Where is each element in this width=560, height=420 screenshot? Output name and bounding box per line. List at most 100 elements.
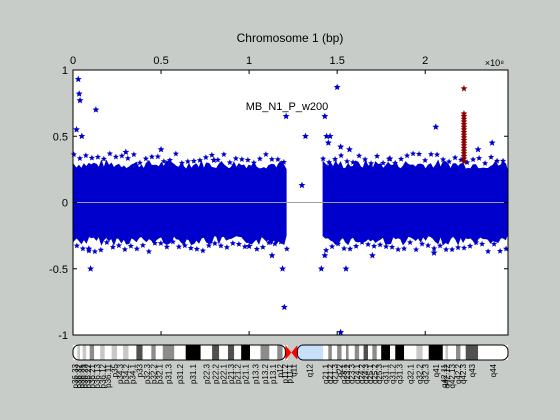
x-tick-label: 1.5 <box>330 55 345 67</box>
data-point <box>437 242 444 249</box>
ideogram-band <box>185 345 201 360</box>
ideogram-band-label: p21.1 <box>242 363 251 384</box>
data-point <box>106 150 113 157</box>
ideogram-band-label: q25.3 <box>375 363 384 384</box>
data-point <box>133 245 140 252</box>
ideogram-band-label: q31.1 <box>382 363 391 384</box>
data-point <box>214 156 221 163</box>
ideogram-band-label: p11.2 <box>281 363 290 383</box>
data-point <box>356 152 363 159</box>
data-point <box>371 242 378 249</box>
data-point <box>205 242 212 249</box>
data-point <box>341 245 348 252</box>
data-point <box>365 241 372 248</box>
ideogram-band-label: q42.11 <box>440 363 449 387</box>
data-point <box>268 156 275 162</box>
data-point <box>383 243 390 250</box>
data-point <box>247 238 254 245</box>
data-point <box>434 151 441 158</box>
ideogram-band-label: p34.1 <box>128 363 137 384</box>
data-point <box>488 153 495 160</box>
ideogram-band-label: q21.3 <box>331 363 340 384</box>
data-point <box>245 242 253 250</box>
x-tick-label: 1 <box>246 55 252 67</box>
ideogram-band-label: q44 <box>489 363 498 377</box>
data-point <box>347 245 354 252</box>
data-point <box>476 154 483 161</box>
data-point <box>94 153 101 160</box>
data-point <box>157 145 165 153</box>
ideogram-band <box>337 345 342 360</box>
ideogram-band <box>151 345 156 360</box>
data-point <box>326 159 333 165</box>
ideogram-band <box>416 345 423 360</box>
ideogram-p-arm-outline <box>72 344 286 361</box>
ideogram-band <box>117 345 124 360</box>
data-point <box>460 84 468 92</box>
data-point <box>87 265 95 272</box>
ideogram-band <box>123 345 129 360</box>
data-point <box>377 241 384 248</box>
ideogram-band <box>212 345 220 360</box>
data-point <box>262 151 269 157</box>
ideogram-band-label: p36.23 <box>80 363 89 388</box>
ideogram-band-label: p13.2 <box>261 363 270 384</box>
data-point <box>148 153 155 160</box>
ideogram-band <box>460 345 466 360</box>
data-point <box>485 248 492 254</box>
ideogram-band <box>89 345 95 360</box>
ideogram-band <box>234 345 242 360</box>
data-point <box>470 156 477 163</box>
ideogram-band-label: q24.3 <box>362 363 371 384</box>
data-point <box>265 239 272 246</box>
ideogram-band-label: p32.2 <box>150 363 159 384</box>
data-point <box>274 156 281 163</box>
data-point <box>100 155 107 162</box>
ideogram-band <box>478 345 508 360</box>
ideogram-band <box>100 345 105 360</box>
ideogram-band-label: q22 <box>335 363 344 377</box>
data-point <box>389 243 396 250</box>
ideogram-band <box>404 345 417 360</box>
data-point <box>210 156 218 164</box>
ideogram-band-label: q42.13 <box>448 363 457 388</box>
ideogram-band <box>269 345 278 360</box>
data-point <box>253 245 260 252</box>
data-point <box>452 154 459 161</box>
data-point <box>187 245 194 251</box>
ideogram-band <box>390 345 396 360</box>
ideogram-band <box>219 345 228 360</box>
data-point <box>259 243 266 250</box>
ideogram-band <box>381 345 391 360</box>
y-axis-ticks: -1 -0.5 0 0.5 1 <box>49 65 508 342</box>
data-point <box>332 155 339 162</box>
ideogram-band-label: q31.3 <box>396 363 405 384</box>
data-point <box>455 244 462 251</box>
data-point <box>413 246 420 253</box>
ideogram-band-label: p33 <box>135 363 144 377</box>
data-point <box>392 160 399 166</box>
ideogram-band <box>341 345 346 360</box>
data-point <box>256 155 263 162</box>
ideogram-band <box>227 345 235 360</box>
ideogram-band-label: p32.1 <box>155 363 164 384</box>
data-point <box>474 145 482 153</box>
data-point <box>449 246 456 253</box>
data-point <box>136 159 143 166</box>
data-point <box>193 245 200 252</box>
ideogram-band <box>142 345 152 360</box>
data-point <box>320 155 327 162</box>
ideogram-band <box>174 345 186 360</box>
ideogram-band-label: p22.1 <box>220 363 229 384</box>
data-point <box>184 158 191 165</box>
data-point <box>115 242 122 249</box>
data-point <box>202 154 209 160</box>
data-point <box>432 123 440 130</box>
ideogram-band <box>345 345 349 360</box>
data-point <box>85 245 93 252</box>
data-point <box>279 265 286 272</box>
ideogram-band <box>277 345 283 360</box>
data-point <box>419 240 426 247</box>
data-point <box>97 246 104 253</box>
data-point <box>277 238 284 245</box>
